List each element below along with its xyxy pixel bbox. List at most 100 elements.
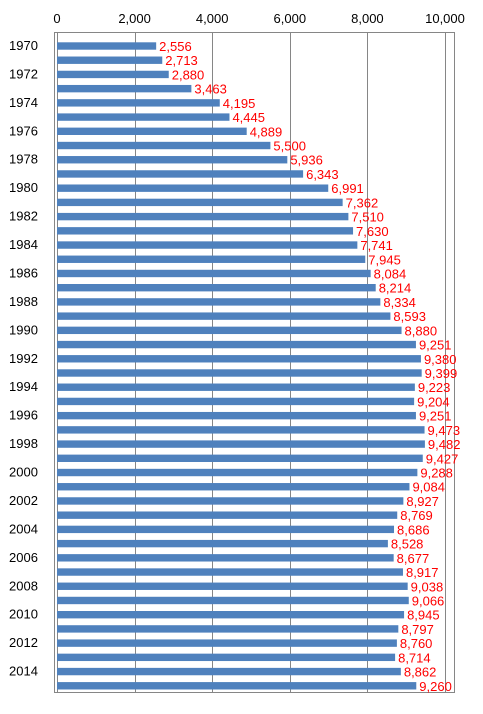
y-category-label: 1970 [9,38,38,53]
bar [57,127,247,136]
bar [57,682,417,690]
bar [57,156,288,164]
x-tick-label: 10,000 [425,11,465,26]
bar [57,440,425,448]
y-category-label: 1976 [9,123,38,138]
bar [57,539,388,548]
bar [57,113,230,121]
y-category-label: 2012 [9,635,38,650]
bar [57,184,329,192]
y-category-label: 1998 [9,436,38,451]
bar [57,497,404,505]
bar [57,468,418,477]
bar [57,42,157,50]
data-label: 9,251 [419,409,452,424]
data-label: 9,260 [419,679,452,694]
data-label: 7,741 [360,238,393,253]
bar [57,596,409,605]
bar [57,212,349,221]
bar [57,198,343,207]
y-category-label: 1980 [9,180,38,195]
y-category-label: 2004 [9,521,38,536]
data-label: 8,760 [400,636,433,651]
bar [57,99,220,107]
data-label: 5,936 [290,153,323,168]
bar [57,426,425,434]
data-label: 9,288 [420,466,453,481]
y-category-label: 1992 [9,351,38,366]
y-category-label: 1994 [9,379,38,394]
data-label: 8,862 [404,665,437,680]
y-category-label: 1974 [9,95,38,110]
bar [57,639,397,647]
data-label: 8,714 [398,650,431,665]
data-label: 9,251 [419,338,452,353]
data-label: 4,445 [232,110,265,125]
y-category-label: 1990 [9,322,38,337]
y-category-label: 1978 [9,152,38,167]
data-label: 9,473 [428,423,461,438]
data-label: 2,880 [172,67,205,82]
y-category-label: 1972 [9,66,38,81]
data-label: 9,399 [425,366,458,381]
data-label: 9,427 [426,451,459,466]
data-label: 8,769 [400,508,433,523]
data-label: 9,204 [417,394,450,409]
y-category-label: 2008 [9,578,38,593]
data-label: 8,593 [393,309,426,324]
bar [57,141,271,150]
bar [57,255,366,263]
data-label: 8,797 [401,622,434,637]
data-labels: 2,5562,7132,8803,4634,1954,4454,8895,500… [159,39,460,694]
data-label: 2,556 [159,39,192,54]
bar [57,326,402,335]
bar [57,554,394,562]
bar [57,383,415,391]
bar [57,653,396,662]
y-axis-category-labels: 1970 1972 1974 1976 1978 1980 1982 1984 1986 1988… [9,38,38,679]
bar [57,511,398,519]
y-category-label: 2006 [9,550,38,565]
bar [57,340,416,349]
bar [57,170,304,178]
data-label: 8,677 [397,551,430,566]
y-category-label: 2010 [9,607,38,622]
data-label: 7,945 [368,252,401,267]
data-label: 9,084 [412,480,445,495]
data-label: 9,380 [424,352,457,367]
y-category-label: 1982 [9,209,38,224]
y-category-label: 2014 [9,664,38,679]
data-label: 4,195 [223,96,256,111]
data-label: 8,880 [405,323,438,338]
data-label: 3,463 [194,82,227,97]
bars [57,42,425,690]
x-tick-label: 4,000 [196,11,229,26]
bar [57,84,192,93]
x-axis-tick-labels: 0 2,000 4,000 6,000 8,000 10,000 [53,11,465,26]
bar [57,269,371,278]
bar [57,582,408,590]
data-label: 8,917 [406,565,439,580]
data-label: 8,214 [379,281,412,296]
data-label: 9,038 [411,579,444,594]
bar [57,298,381,306]
data-label: 5,500 [273,139,306,154]
bar [57,227,354,235]
bar [57,568,403,576]
y-category-label: 1996 [9,408,38,423]
x-tick-label: 0 [53,11,60,26]
y-category-label: 1988 [9,294,38,309]
data-label: 8,084 [374,266,407,281]
x-tick-label: 2,000 [118,11,151,26]
y-category-label: 1986 [9,265,38,280]
data-label: 7,510 [351,210,384,225]
y-category-label: 2000 [9,465,38,480]
bar [57,56,163,64]
bar [57,525,395,534]
data-label: 2,713 [165,53,198,68]
data-label: 8,334 [383,295,416,310]
x-tick-label: 8,000 [351,11,384,26]
y-category-label: 1984 [9,237,38,252]
data-label: 9,223 [418,380,451,395]
